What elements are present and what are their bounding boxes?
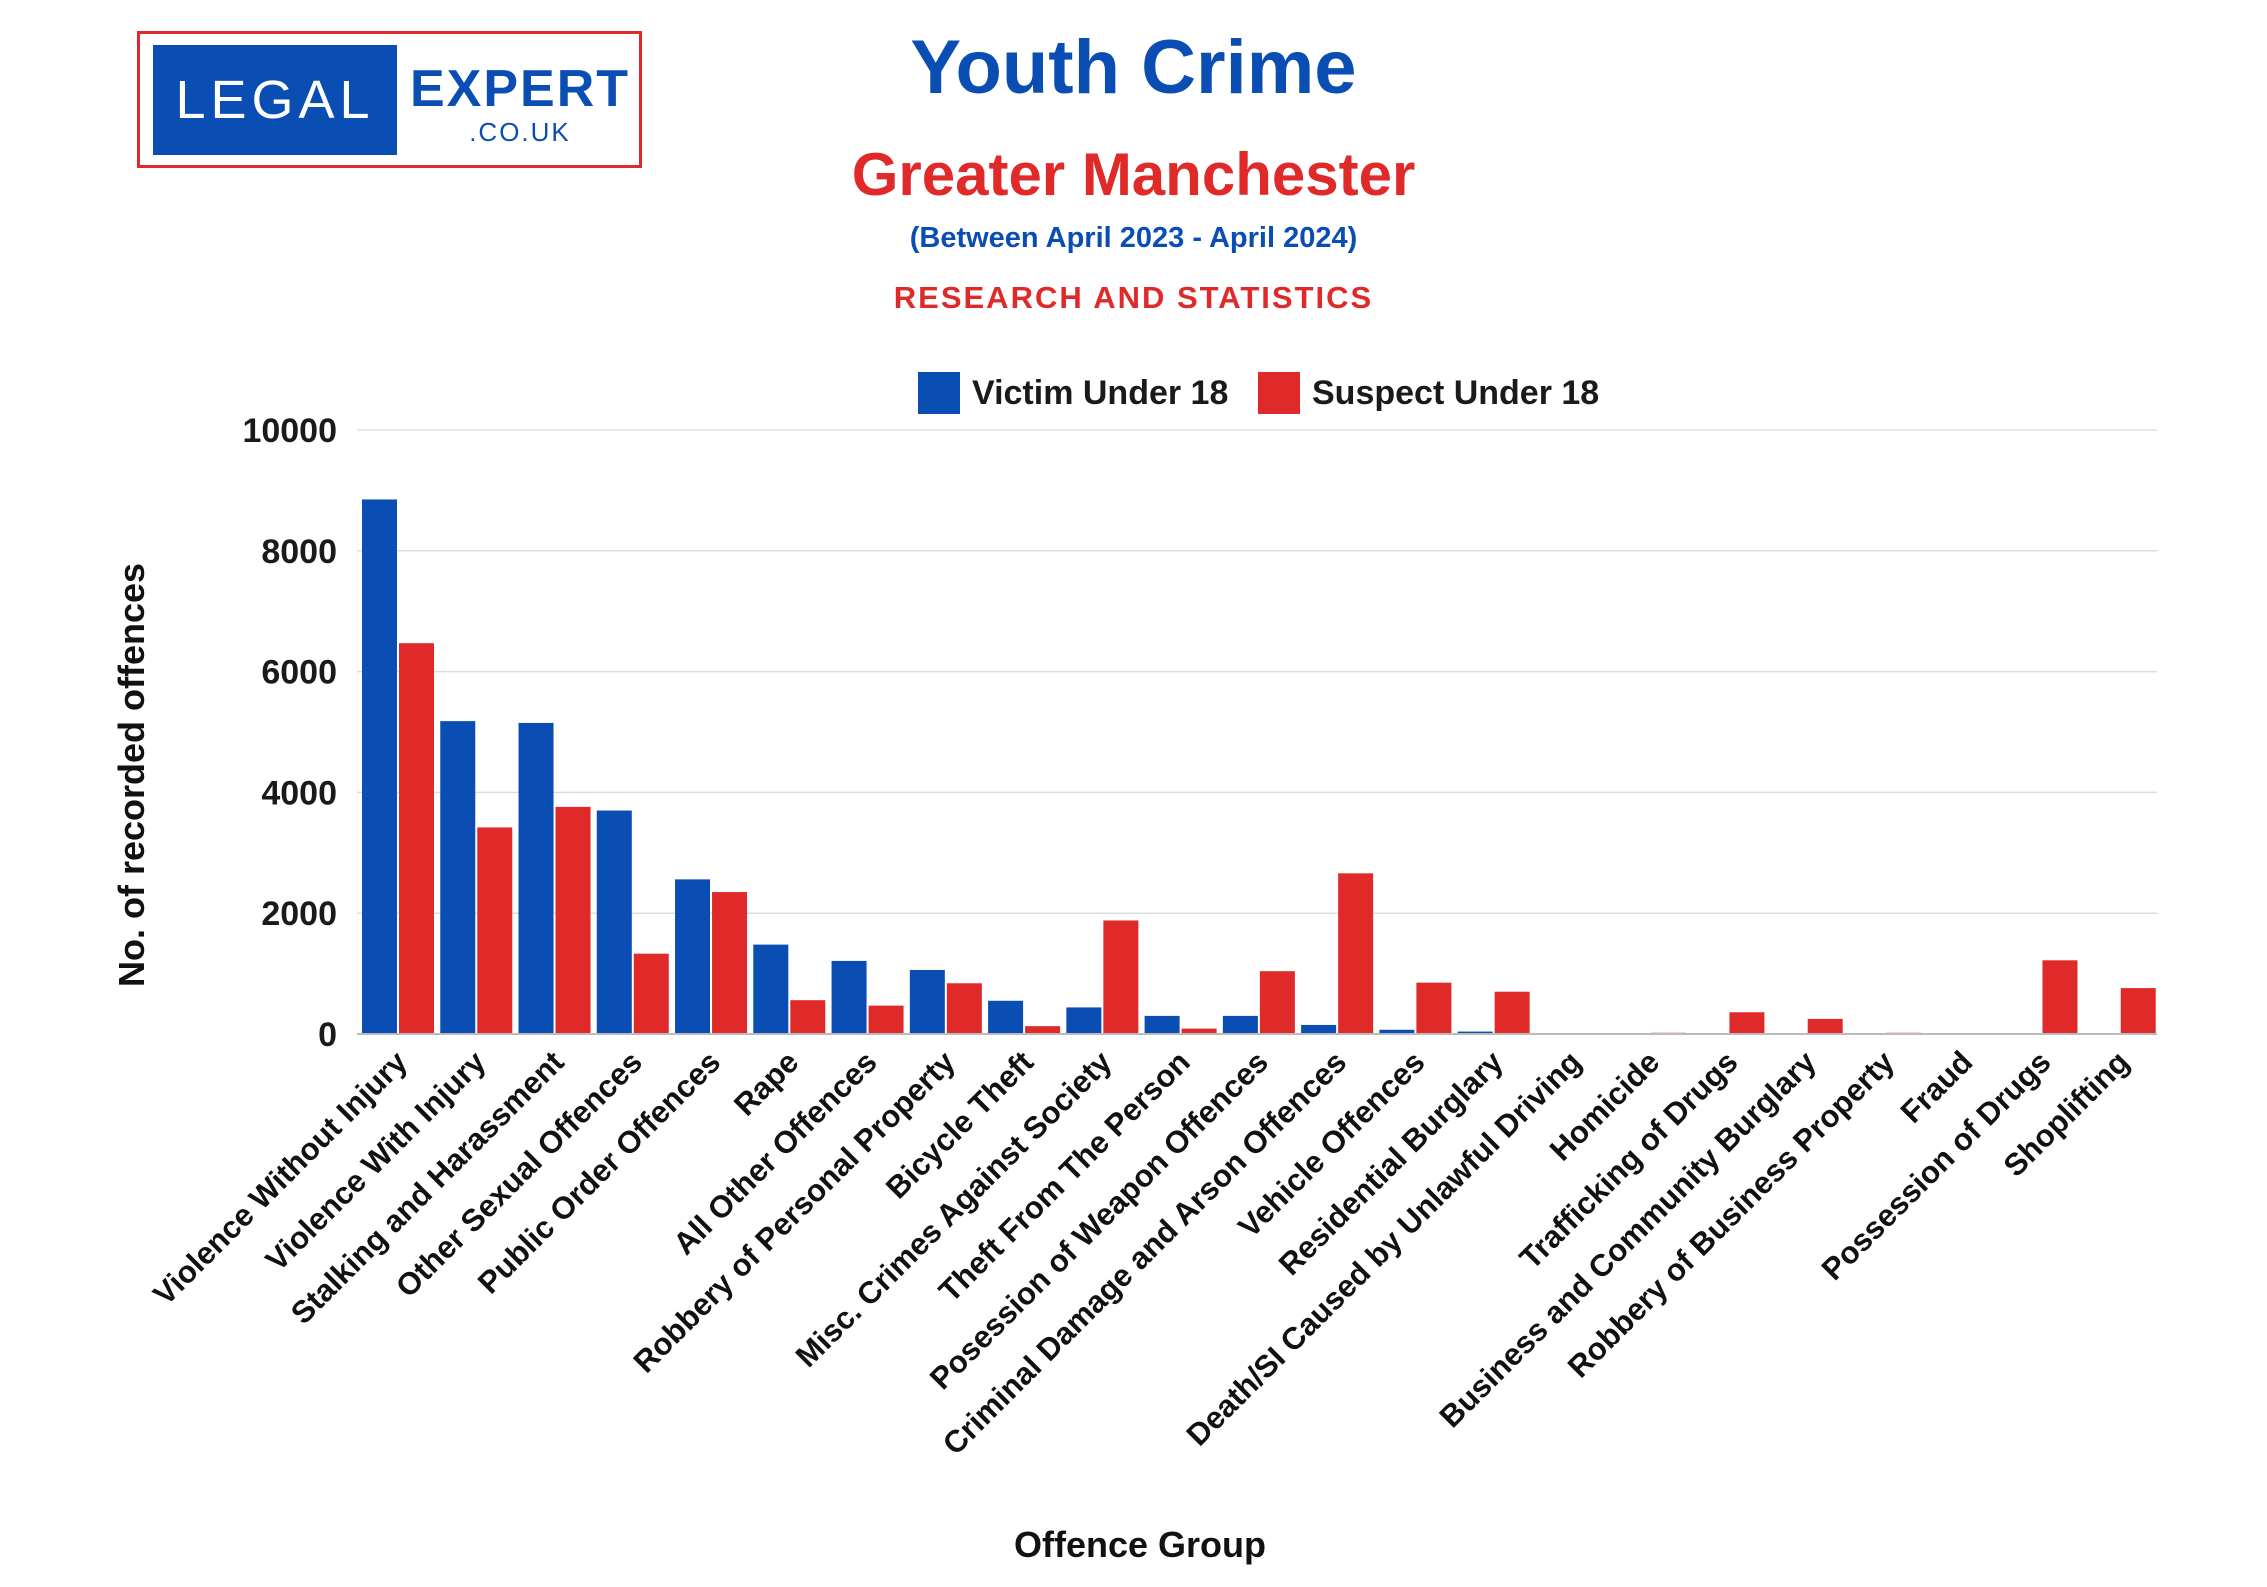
y-tick-label: 10000 xyxy=(242,412,337,450)
bar-suspect xyxy=(946,983,982,1034)
logo-couk-text: .CO.UK xyxy=(469,117,571,147)
bar-suspect xyxy=(1025,1026,1061,1034)
bar-suspect xyxy=(1181,1028,1217,1034)
bar-suspect xyxy=(1416,982,1452,1034)
bar-suspect xyxy=(1338,873,1374,1034)
bar-suspect xyxy=(790,1000,826,1034)
legend-label-victim: Victim Under 18 xyxy=(972,374,1228,412)
bar-victim xyxy=(909,969,945,1034)
bar-suspect xyxy=(868,1005,904,1034)
region-subtitle: Greater Manchester xyxy=(851,141,1416,208)
bar-victim xyxy=(1301,1024,1337,1034)
date-range: (Between April 2023 - April 2024) xyxy=(909,222,1358,254)
bar-suspect xyxy=(477,827,513,1034)
bar-suspect xyxy=(1259,971,1295,1034)
bar-victim xyxy=(988,1000,1024,1034)
logo-expert-block: EXPERT .CO.UK xyxy=(405,45,635,155)
bar-suspect xyxy=(1103,920,1139,1034)
bar-victim xyxy=(1144,1015,1180,1034)
y-tick-label: 8000 xyxy=(261,533,337,571)
bar-victim xyxy=(753,944,789,1034)
bar-victim xyxy=(1457,1031,1493,1034)
y-tick-label: 0 xyxy=(318,1016,337,1054)
y-tick-label: 4000 xyxy=(261,774,337,812)
bar-victim xyxy=(596,810,632,1034)
bar-victim xyxy=(1379,1029,1415,1034)
bar-victim xyxy=(1066,1007,1102,1034)
legend-label-suspect: Suspect Under 18 xyxy=(1312,374,1599,412)
bar-suspect xyxy=(2042,960,2078,1034)
tagline: RESEARCH AND STATISTICS xyxy=(893,280,1374,315)
bar-suspect xyxy=(399,643,434,1034)
y-axis-title: No. of recorded offences xyxy=(111,563,152,987)
legal-expert-logo: LEGAL EXPERT .CO.UK xyxy=(137,31,642,168)
bar-victim xyxy=(831,960,867,1034)
logo-expert-text: EXPERT xyxy=(409,60,631,118)
y-tick-label: 6000 xyxy=(261,654,337,692)
y-tick-label: 2000 xyxy=(261,895,337,933)
bar-victim xyxy=(362,499,397,1035)
bar-victim xyxy=(518,722,554,1034)
x-axis-title: Offence Group xyxy=(1014,1524,1266,1565)
bar-suspect xyxy=(1729,1012,1765,1034)
bar-suspect xyxy=(1807,1018,1843,1034)
bar-victim xyxy=(440,721,476,1034)
bar-victim xyxy=(675,879,711,1034)
bar-suspect xyxy=(2120,988,2156,1034)
logo-legal-text: LEGAL xyxy=(153,45,397,155)
bar-victim xyxy=(1222,1015,1258,1034)
legend-swatch-suspect xyxy=(1258,372,1300,414)
legend-swatch-victim xyxy=(918,372,960,414)
bar-suspect xyxy=(1494,991,1530,1034)
bar-suspect xyxy=(555,806,591,1034)
bar-suspect xyxy=(633,953,669,1034)
bar-suspect xyxy=(712,892,748,1034)
page-title: Youth Crime xyxy=(910,25,1357,110)
